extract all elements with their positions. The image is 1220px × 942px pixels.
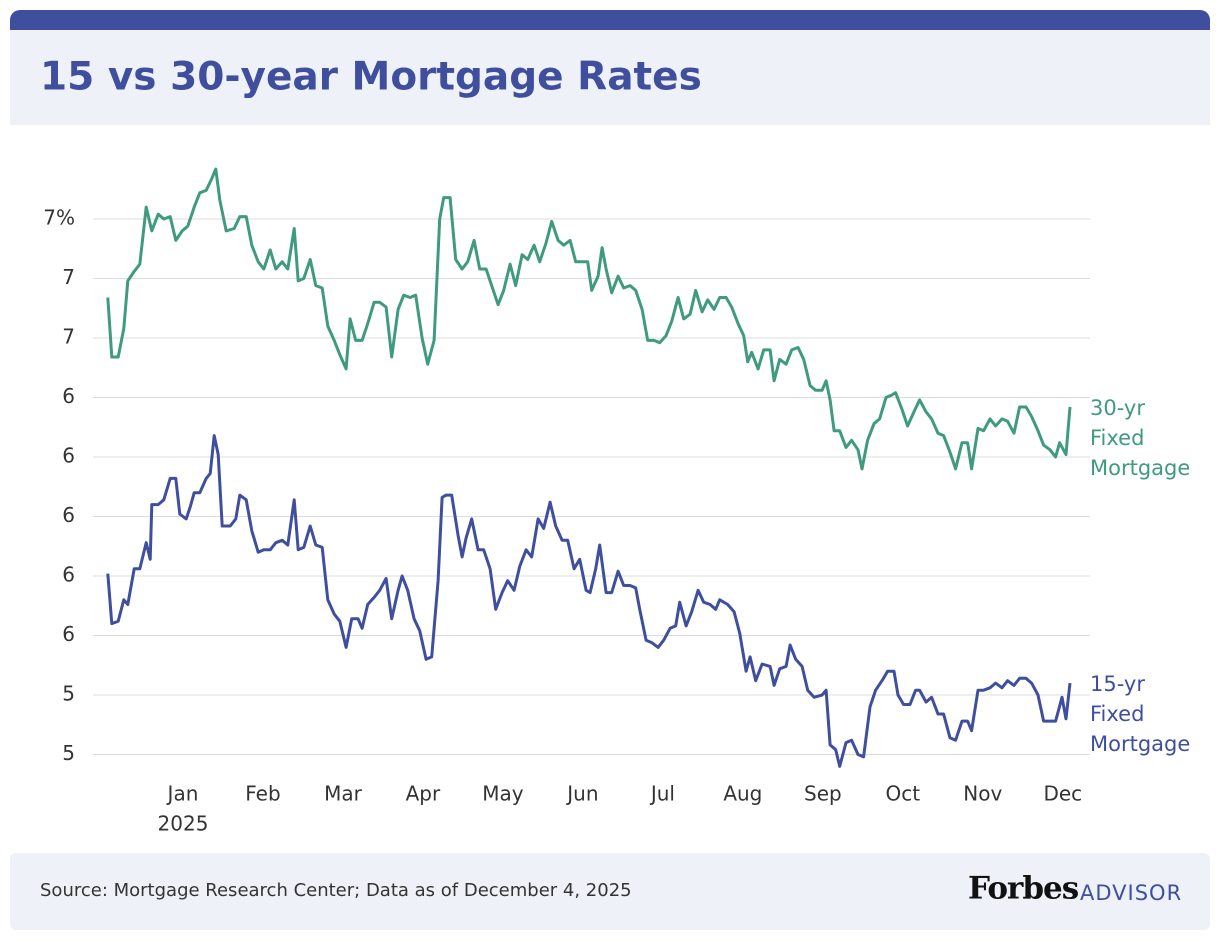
source: Source: Mortgage Research Center; Data a…	[40, 880, 632, 901]
x-tick-label: Mar	[324, 782, 363, 806]
y-tick-label: 7	[62, 265, 75, 289]
x-tick-label: Jan	[166, 782, 199, 806]
x-tick-label: Aug	[723, 782, 762, 806]
brand-sub: ADVISOR	[1080, 881, 1182, 905]
series-line	[106, 434, 1072, 768]
y-tick-label: 7%	[43, 205, 75, 229]
x-tick-label: May	[482, 782, 524, 806]
plot: 7% 7 7 6 6 6 6 6 5 5 Jan 2025 Feb Mar Apr May Jun Jul Aug S…	[43, 167, 1090, 836]
brand: Forbes	[968, 871, 1079, 907]
x-tick-label: Feb	[245, 782, 280, 806]
x-tick-label: Sep	[804, 782, 842, 806]
series-label: 15-yr Fixed Mortgage	[1090, 672, 1191, 757]
x-tick-label: Dec	[1043, 782, 1082, 806]
footer-panel	[10, 853, 1210, 930]
y-tick-label: 6	[62, 562, 75, 586]
x-year-label: 2025	[158, 812, 209, 836]
header-panel	[10, 30, 1210, 125]
series-label: 30-yr Fixed Mortgage	[1090, 396, 1191, 480]
y-tick-label: 5	[62, 681, 75, 705]
x-tick-label: Jun	[565, 782, 598, 806]
series-line	[106, 167, 1072, 471]
y-tick-label: 6	[62, 384, 75, 408]
y-tick-label: 6	[62, 443, 75, 467]
y-tick-label: 7	[62, 324, 75, 348]
x-tick-label: Nov	[963, 782, 1002, 806]
chart-title: 15 vs 30-year Mortgage Rates	[40, 55, 702, 100]
x-tick-label: Apr	[406, 782, 441, 806]
x-tick-label: Oct	[886, 782, 921, 806]
x-tick-label: Jul	[649, 782, 675, 806]
y-tick-label: 5	[62, 741, 75, 765]
y-tick-label: 6	[62, 622, 75, 646]
y-tick-label: 6	[62, 503, 75, 527]
